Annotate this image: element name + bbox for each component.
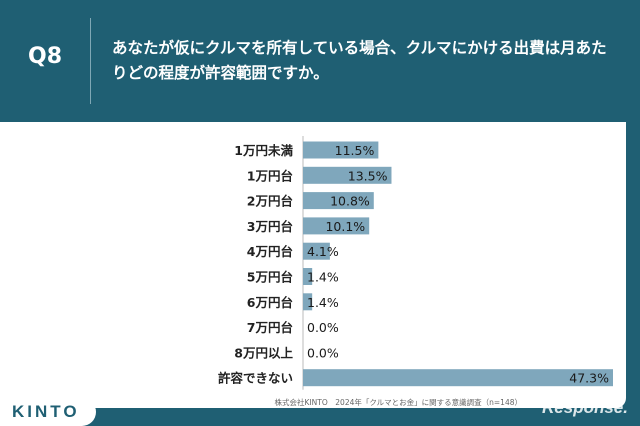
value-label: 0.0%	[307, 345, 339, 360]
logo-text: KINTO	[12, 402, 80, 421]
header-banner: Q8 あなたが仮にクルマを所有している場合、クルマにかける出費は月あたりどの程度…	[0, 0, 640, 122]
value-label: 1.4%	[307, 270, 339, 285]
category-label: 1万円未満	[234, 143, 293, 158]
bar	[303, 268, 313, 285]
bar	[303, 369, 613, 387]
response-watermark: Response.	[542, 398, 628, 417]
bar	[303, 141, 379, 159]
bar	[303, 293, 313, 311]
bar	[303, 242, 330, 260]
value-label: 13.5%	[348, 168, 388, 183]
category-label: 7万円台	[247, 320, 293, 335]
category-label: 5万円台	[247, 270, 293, 285]
category-label: 8万円以上	[234, 345, 293, 360]
category-label: 許容できない	[218, 371, 293, 386]
category-label: 1万円台	[247, 168, 293, 183]
category-label: 4万円台	[247, 244, 293, 259]
value-label: 0.0%	[307, 320, 339, 335]
category-label: 6万円台	[247, 295, 293, 310]
value-label: 4.1%	[307, 244, 339, 259]
header-divider	[90, 18, 91, 104]
question-number: Q8	[28, 44, 63, 69]
kinto-logo: KINTO	[0, 398, 96, 426]
bar	[303, 166, 392, 184]
bar	[303, 217, 370, 235]
category-label: 3万円台	[247, 219, 293, 234]
bar-chart: 1万円未満 11.5% 1万円台 13.5% 2万円台 10.8% 3万円台 10.1% 4万円…	[218, 136, 613, 390]
source-note: 株式会社KINTO 2024年「クルマとお金」に関する意識調査（n=148）	[274, 398, 522, 407]
value-label: 1.4%	[307, 295, 339, 310]
question-text: あなたが仮にクルマを所有している場合、クルマにかける出費は月あたりどの程度が許容…	[112, 39, 607, 82]
value-label: 47.3%	[569, 371, 609, 386]
value-label: 10.1%	[325, 219, 365, 234]
category-label: 2万円台	[247, 194, 293, 209]
value-label: 11.5%	[335, 143, 375, 158]
bar	[303, 192, 374, 210]
value-label: 10.8%	[330, 194, 370, 209]
